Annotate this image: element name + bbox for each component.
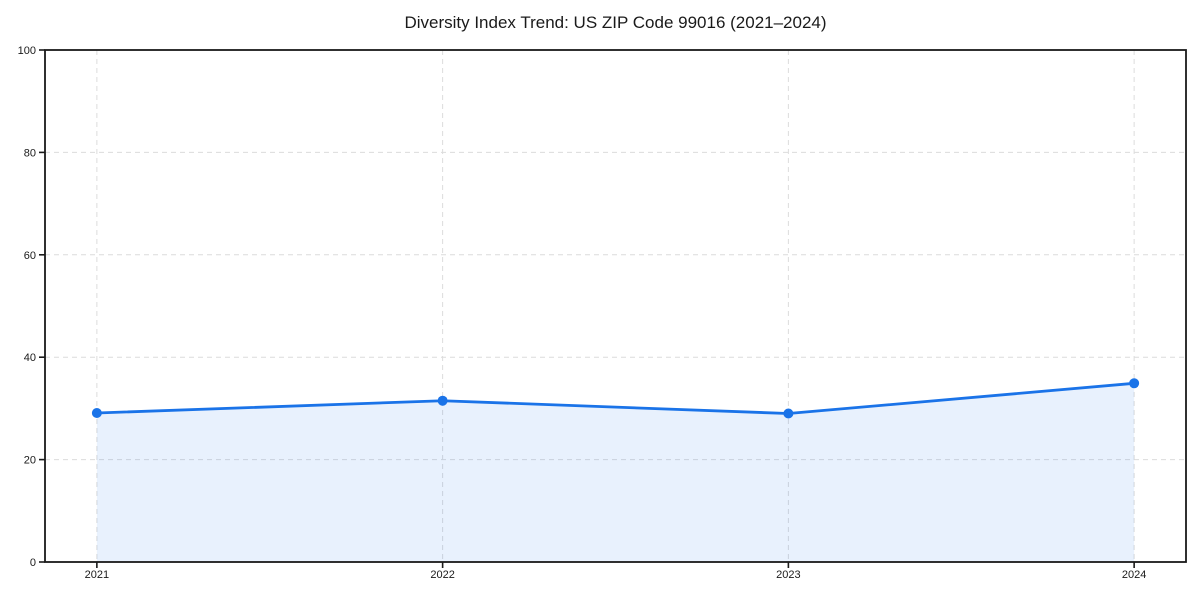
x-tick-label: 2023 — [776, 569, 800, 581]
x-tick-label: 2022 — [430, 569, 454, 581]
y-tick-label: 20 — [24, 455, 36, 467]
data-point — [783, 408, 794, 419]
data-point — [1129, 378, 1140, 389]
y-tick-label: 100 — [18, 45, 36, 57]
x-tick-label: 2021 — [85, 569, 109, 581]
trend-line — [95, 381, 1136, 415]
data-points — [91, 378, 1140, 419]
chart-title: Diversity Index Trend: US ZIP Code 99016… — [404, 13, 826, 32]
x-tick-label: 2024 — [1122, 569, 1146, 581]
y-tick-label: 80 — [24, 147, 36, 159]
area-fill — [96, 383, 1135, 562]
data-point — [437, 395, 448, 406]
y-tick-label: 40 — [24, 352, 36, 364]
axis-tick-marks — [39, 49, 1135, 568]
plot-border — [44, 49, 1187, 563]
y-tick-label: 0 — [30, 557, 36, 569]
data-point — [91, 408, 102, 419]
y-tick-label: 60 — [24, 250, 36, 262]
y-axis-labels: 0 20 40 60 80 100 — [18, 45, 36, 569]
x-axis-labels: 2021 2022 2023 2024 — [85, 569, 1147, 581]
